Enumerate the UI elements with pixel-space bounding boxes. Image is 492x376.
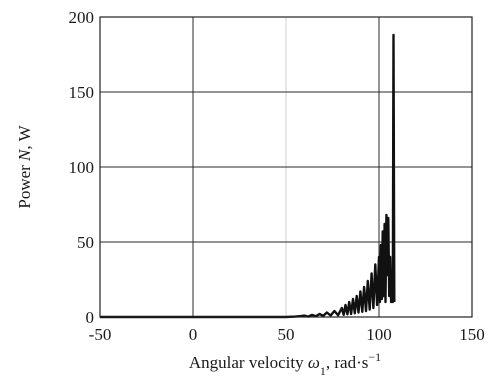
x-tick-labels: -50 0 50 100 150 xyxy=(89,325,485,344)
x-tick-label: -50 xyxy=(89,325,112,344)
x-tick-label: 100 xyxy=(366,325,392,344)
x-tick-label: 0 xyxy=(189,325,198,344)
y-tick-label: 150 xyxy=(69,83,95,102)
y-tick-label: 50 xyxy=(77,233,94,252)
x-tick-label: 50 xyxy=(278,325,295,344)
series-group xyxy=(100,33,396,319)
x-axis-title: Angular velocity ω1, rad·s−1 xyxy=(189,350,381,376)
y-tick-labels: 0 50 100 150 200 xyxy=(69,8,95,327)
grid-lines xyxy=(100,17,472,317)
y-tick-label: 200 xyxy=(69,8,95,27)
y-tick-label: 100 xyxy=(69,158,95,177)
series-line xyxy=(100,33,396,319)
y-axis-title: Power N, W xyxy=(15,124,34,208)
y-tick-label: 0 xyxy=(86,308,95,327)
plot-frame xyxy=(99,16,473,318)
x-tick-label: 150 xyxy=(459,325,485,344)
